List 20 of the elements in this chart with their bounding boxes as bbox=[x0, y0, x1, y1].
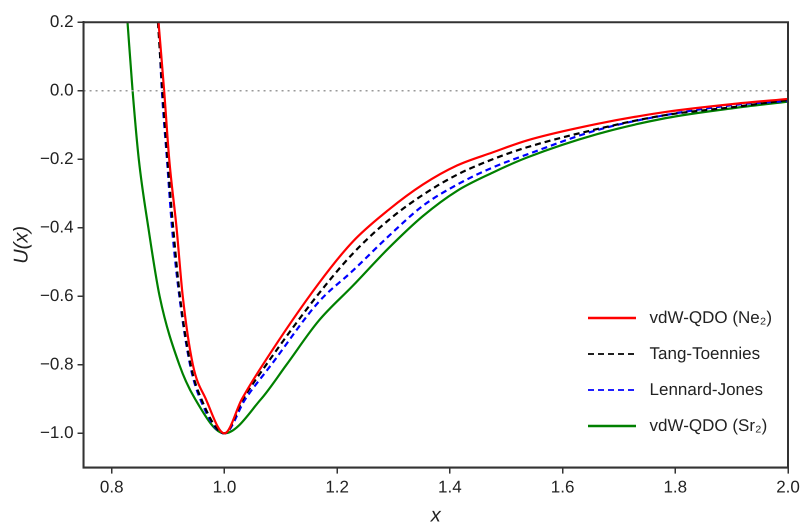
x-tick-label: 1.6 bbox=[550, 477, 574, 496]
x-axis-title: x bbox=[430, 504, 442, 527]
y-tick-label: −0.2 bbox=[40, 148, 74, 168]
y-tick-label: −1.0 bbox=[40, 423, 74, 442]
x-tick-label: 1.0 bbox=[212, 477, 236, 496]
y-tick-label: 0.0 bbox=[50, 80, 74, 100]
x-tick-label: 1.8 bbox=[663, 477, 688, 496]
x-tick-label: 2.0 bbox=[776, 477, 800, 496]
x-tick-label: 0.8 bbox=[100, 477, 124, 496]
legend-label: Lennard-Jones bbox=[650, 380, 763, 400]
y-tick-label: −0.4 bbox=[40, 217, 74, 236]
legend-label: vdW-QDO (Ne₂) bbox=[650, 308, 772, 328]
y-tick-label: −0.8 bbox=[40, 354, 74, 374]
legend-label: vdW-QDO (Sr₂) bbox=[650, 416, 768, 436]
y-tick-label: 0.2 bbox=[50, 12, 74, 31]
y-tick-label: −0.6 bbox=[40, 286, 74, 305]
x-tick-label: 1.4 bbox=[438, 477, 462, 496]
x-tick-label: 1.2 bbox=[325, 477, 349, 496]
y-axis-title: U(x) bbox=[10, 226, 33, 264]
legend-label: Tang-Toennies bbox=[650, 344, 760, 364]
